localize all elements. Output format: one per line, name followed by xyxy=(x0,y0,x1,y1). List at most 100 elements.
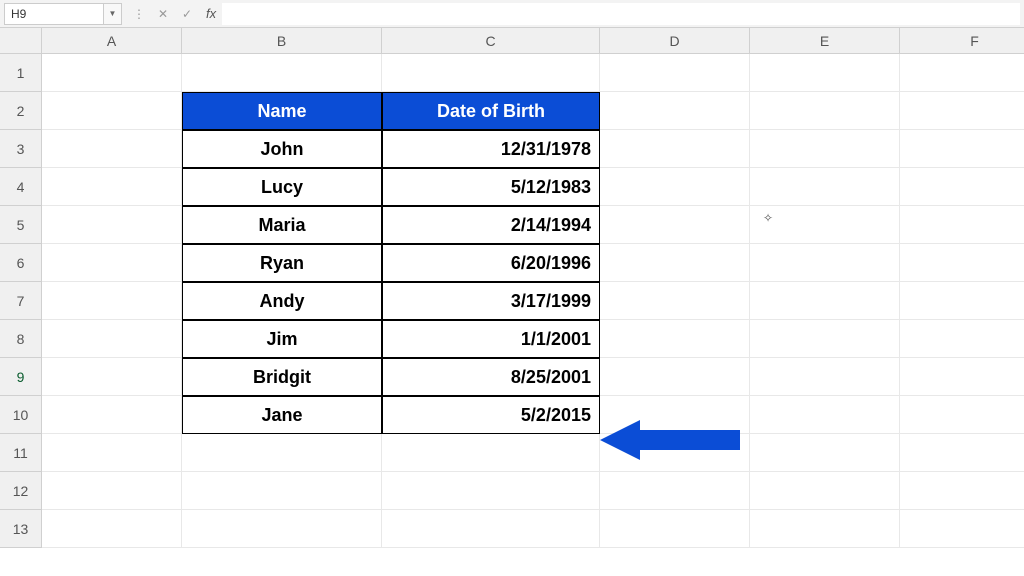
col-header-b[interactable]: B xyxy=(182,28,382,54)
cell[interactable] xyxy=(42,472,182,510)
table-cell-name[interactable]: Bridgit xyxy=(182,358,382,396)
table-cell-dob[interactable]: 12/31/1978 xyxy=(382,130,600,168)
cell[interactable] xyxy=(42,206,182,244)
cell[interactable] xyxy=(900,54,1024,92)
cell[interactable] xyxy=(42,130,182,168)
cell[interactable] xyxy=(182,472,382,510)
col-header-f[interactable]: F xyxy=(900,28,1024,54)
row-header-12[interactable]: 12 xyxy=(0,472,42,510)
cell[interactable] xyxy=(182,434,382,472)
row-header-3[interactable]: 3 xyxy=(0,130,42,168)
cell[interactable] xyxy=(382,510,600,548)
table-cell-name[interactable]: John xyxy=(182,130,382,168)
row-header-10[interactable]: 10 xyxy=(0,396,42,434)
cell[interactable] xyxy=(750,434,900,472)
cell[interactable] xyxy=(42,244,182,282)
row-header-13[interactable]: 13 xyxy=(0,510,42,548)
table-cell-name[interactable]: Jane xyxy=(182,396,382,434)
cell[interactable] xyxy=(900,358,1024,396)
cell[interactable] xyxy=(900,244,1024,282)
cell[interactable] xyxy=(900,472,1024,510)
table-header-dob[interactable]: Date of Birth xyxy=(382,92,600,130)
cell[interactable] xyxy=(900,92,1024,130)
table-cell-dob[interactable]: 2/14/1994 xyxy=(382,206,600,244)
cell[interactable] xyxy=(42,510,182,548)
row-header-9[interactable]: 9 xyxy=(0,358,42,396)
cell[interactable] xyxy=(900,396,1024,434)
cell[interactable] xyxy=(600,206,750,244)
table-cell-name[interactable]: Maria xyxy=(182,206,382,244)
cell[interactable] xyxy=(900,320,1024,358)
cell[interactable] xyxy=(750,130,900,168)
cell[interactable] xyxy=(600,320,750,358)
cell[interactable] xyxy=(750,320,900,358)
name-box[interactable]: H9 xyxy=(4,3,104,25)
cancel-icon[interactable]: ✕ xyxy=(152,3,174,25)
dropdown-icon[interactable]: ⋮ xyxy=(128,3,150,25)
cell[interactable] xyxy=(750,472,900,510)
cell[interactable] xyxy=(750,244,900,282)
cell[interactable] xyxy=(900,206,1024,244)
accept-icon[interactable]: ✓ xyxy=(176,3,198,25)
table-cell-name[interactable]: Ryan xyxy=(182,244,382,282)
table-cell-name[interactable]: Lucy xyxy=(182,168,382,206)
cell[interactable] xyxy=(900,282,1024,320)
cell[interactable] xyxy=(42,92,182,130)
cell[interactable] xyxy=(600,358,750,396)
cell[interactable] xyxy=(900,434,1024,472)
name-box-dropdown[interactable]: ▼ xyxy=(104,3,122,25)
cell[interactable] xyxy=(600,510,750,548)
cell[interactable] xyxy=(42,168,182,206)
row-header-7[interactable]: 7 xyxy=(0,282,42,320)
cell[interactable] xyxy=(750,358,900,396)
cell[interactable] xyxy=(600,54,750,92)
cell[interactable] xyxy=(750,510,900,548)
cell[interactable] xyxy=(182,54,382,92)
cell[interactable] xyxy=(600,168,750,206)
cell[interactable] xyxy=(900,130,1024,168)
row-header-1[interactable]: 1 xyxy=(0,54,42,92)
cell[interactable] xyxy=(42,396,182,434)
cell[interactable] xyxy=(382,472,600,510)
cell[interactable] xyxy=(750,54,900,92)
cell[interactable] xyxy=(900,510,1024,548)
cell[interactable] xyxy=(600,396,750,434)
row-header-6[interactable]: 6 xyxy=(0,244,42,282)
cell[interactable] xyxy=(750,168,900,206)
cell[interactable] xyxy=(42,320,182,358)
cell[interactable] xyxy=(600,130,750,168)
fx-label[interactable]: fx xyxy=(206,6,216,21)
row-header-5[interactable]: 5 xyxy=(0,206,42,244)
cell[interactable] xyxy=(750,206,900,244)
row-header-4[interactable]: 4 xyxy=(0,168,42,206)
col-header-e[interactable]: E xyxy=(750,28,900,54)
table-cell-name[interactable]: Jim xyxy=(182,320,382,358)
table-cell-dob[interactable]: 6/20/1996 xyxy=(382,244,600,282)
cell[interactable] xyxy=(600,244,750,282)
table-cell-dob[interactable]: 1/1/2001 xyxy=(382,320,600,358)
table-cell-dob[interactable]: 5/2/2015 xyxy=(382,396,600,434)
table-cell-dob[interactable]: 5/12/1983 xyxy=(382,168,600,206)
table-cell-dob[interactable]: 8/25/2001 xyxy=(382,358,600,396)
formula-input[interactable] xyxy=(222,3,1020,25)
cell[interactable] xyxy=(382,54,600,92)
table-header-name[interactable]: Name xyxy=(182,92,382,130)
col-header-a[interactable]: A xyxy=(42,28,182,54)
row-header-2[interactable]: 2 xyxy=(0,92,42,130)
cell[interactable] xyxy=(900,168,1024,206)
cell[interactable] xyxy=(750,92,900,130)
cell[interactable] xyxy=(42,358,182,396)
cell[interactable] xyxy=(750,282,900,320)
cell[interactable] xyxy=(600,434,750,472)
cell[interactable] xyxy=(382,434,600,472)
row-header-8[interactable]: 8 xyxy=(0,320,42,358)
table-cell-name[interactable]: Andy xyxy=(182,282,382,320)
cell[interactable] xyxy=(42,282,182,320)
cell[interactable] xyxy=(750,396,900,434)
cell[interactable] xyxy=(42,54,182,92)
col-header-c[interactable]: C xyxy=(382,28,600,54)
cell[interactable] xyxy=(600,282,750,320)
col-header-d[interactable]: D xyxy=(600,28,750,54)
table-cell-dob[interactable]: 3/17/1999 xyxy=(382,282,600,320)
row-header-11[interactable]: 11 xyxy=(0,434,42,472)
